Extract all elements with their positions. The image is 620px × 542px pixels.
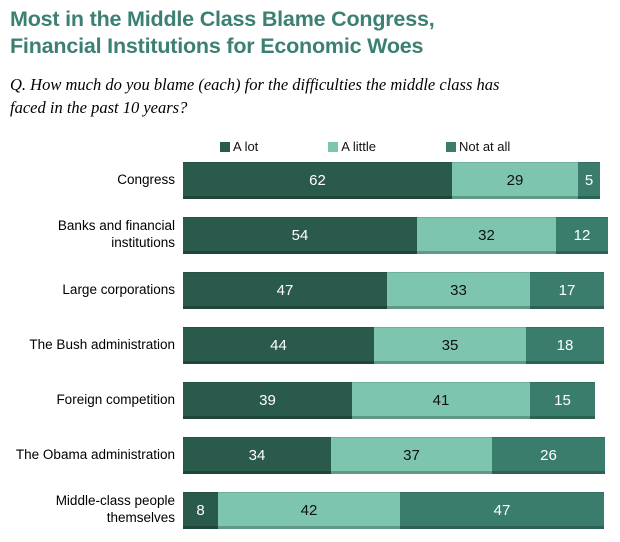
survey-question-line1: Q. How much do you blame (each) for the … [10,75,500,95]
bar-segment-not-at-all: 18 [526,326,604,364]
bar-segment-not-at-all: 17 [530,271,604,309]
bar-segment-a-little: 33 [387,271,530,309]
legend-label-a-little: A little [341,139,376,155]
bar: 8 42 47 [183,491,604,529]
chart-row: Foreign competition 39 41 15 [0,381,620,419]
legend-swatch-a-lot-icon [220,141,230,152]
bar-segment-a-little: 35 [374,326,526,364]
chart-title-line1: Most in the Middle Class Blame Congress, [10,7,435,31]
chart-row: Large corporations 47 33 17 [0,271,620,309]
chart-title: Most in the Middle Class Blame Congress,… [10,6,610,59]
bar-segment-not-at-all: 47 [400,491,604,529]
survey-question-line2: faced in the past 10 years? [10,98,188,118]
bar-segment-a-little: 42 [218,491,400,529]
category-label: Large corporations [62,281,175,297]
bar-segment-not-at-all: 26 [492,436,605,474]
chart-legend: A lot A little Not at all [0,139,620,155]
survey-question: Q. How much do you blame (each) for the … [10,74,610,120]
legend-item-a-little: A little [328,139,376,154]
legend-swatch-not-at-all-icon [445,141,456,152]
category-label: The Bush administration [29,336,175,352]
category-label: Congress [117,171,175,187]
legend-label-not-at-all: Not at all [458,139,511,155]
category-label: Middle-class people themselves [55,493,175,526]
category-label: Banks and financial institutions [57,218,175,251]
chart-row: The Obama administration 34 37 26 [0,436,620,474]
category-label: The Obama administration [15,446,175,462]
bar-segment-a-lot: 8 [183,491,218,529]
legend-swatch-a-little-icon [328,141,339,152]
bar-segment-a-lot: 44 [183,326,374,364]
chart-row: Banks and financial institutions 54 32 12 [0,216,620,254]
bar-segment-not-at-all: 5 [578,161,600,199]
bar-segment-a-lot: 34 [183,436,331,474]
bar-segment-not-at-all: 15 [530,381,595,419]
category-label: Foreign competition [56,391,175,407]
bar: 44 35 18 [183,326,604,364]
bar-segment-a-lot: 54 [183,216,417,254]
bar-segment-a-little: 41 [352,381,530,419]
stacked-bar-chart: Congress 62 29 5 Banks and financial institu… [0,161,620,529]
chart-title-line2: Financial Institutions for Economic Woes [10,33,424,58]
legend-label-a-lot: A lot [233,139,259,155]
bar: 54 32 12 [183,216,608,254]
bar-segment-a-little: 29 [452,161,578,199]
bar-segment-a-lot: 39 [183,381,352,419]
bar-segment-not-at-all: 12 [556,216,608,254]
bar-segment-a-little: 37 [331,436,492,474]
bar: 34 37 26 [183,436,605,474]
legend-item-not-at-all: Not at all [445,139,511,155]
chart-row: The Bush administration 44 35 18 [0,326,620,364]
bar-segment-a-lot: 62 [183,161,452,199]
bar: 62 29 5 [183,161,600,199]
legend-item-a-lot: A lot [220,139,258,154]
chart-row: Congress 62 29 5 [0,161,620,199]
bar: 47 33 17 [183,271,604,309]
bar: 39 41 15 [183,381,595,419]
bar-segment-a-little: 32 [417,216,556,254]
bar-segment-a-lot: 47 [183,271,387,309]
chart-row: Middle-class people themselves 8 42 47 [0,491,620,529]
